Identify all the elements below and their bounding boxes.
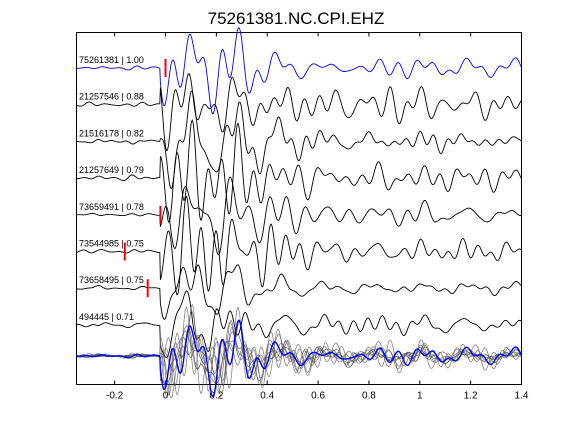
trace-label: 73544985 | 0.75 [79,239,144,249]
overlay-waveform [76,319,522,397]
trace-labels: 75261381 | 1.00 21257546 | 0.88 21516178 |… [79,55,144,322]
trace-stack [76,27,522,358]
x-tick-label: 1.4 [515,391,529,402]
trace-label: 21257649 | 0.79 [79,165,144,175]
x-tick-label: 1 [417,391,423,402]
waveform-overlay [76,303,523,399]
chart-title: 75261381.NC.CPI.EHZ [208,9,385,28]
x-tick-label: 0 [163,391,169,402]
trace-waveform [76,264,522,320]
trace-label: 21516178 | 0.82 [79,128,144,138]
trace-waveform [76,195,522,296]
overlay-waveform [76,334,522,385]
trace-label: 75261381 | 1.00 [79,55,144,65]
x-tick-label: 0.8 [362,391,376,402]
trace-waveform [76,176,522,256]
overlay-waveform [76,328,522,398]
trace-waveform [76,90,522,190]
trace-waveform [76,27,522,114]
x-tick-label: 1.2 [464,391,478,402]
trace-label: 73658495 | 0.75 [79,275,144,285]
x-axis: -0.2 0 0.2 0.4 0.6 0.8 1 1.2 1.4 [106,32,529,402]
trace-label: 21257546 | 0.88 [79,92,144,102]
x-tick-label: -0.2 [106,391,124,402]
trace-label: 494445 | 0.71 [79,312,134,322]
trace-waveform [76,119,522,223]
x-tick-label: 0.2 [209,391,223,402]
x-tick-label: 0.6 [311,391,325,402]
trace-label: 73659491 | 0.78 [79,202,144,212]
overlay-reference-waveform [76,319,523,398]
trace-waveform [76,290,522,358]
trace-waveform [76,73,522,152]
x-tick-label: 0.4 [260,391,274,402]
plot-frame [76,32,522,385]
